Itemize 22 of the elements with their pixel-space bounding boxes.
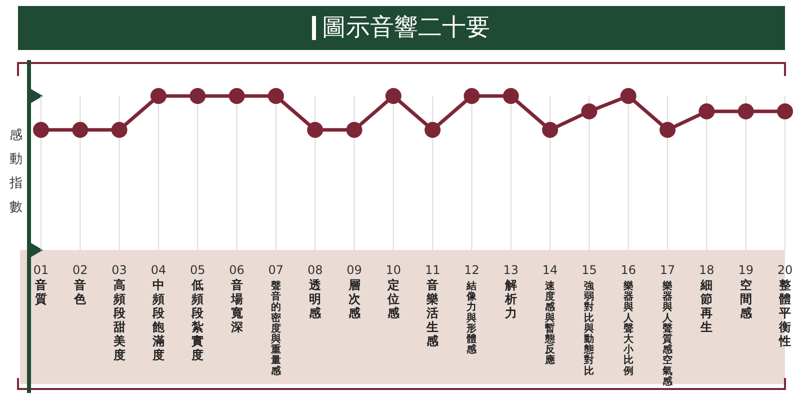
category-label: 17 樂器與人聲質感空氣感 [660, 263, 676, 388]
x-tick-label: 12 結像力與形體感 [464, 263, 480, 356]
y-axis-title: 感動指數 [8, 127, 24, 217]
x-tick-label: 08 透明感 [307, 263, 323, 320]
x-tick-label: 19 空間感 [738, 263, 754, 320]
category-label: 16 樂器與人聲大小比例 [620, 263, 636, 377]
x-tick-label: 18 細節再生 [699, 263, 714, 334]
x-tick-label: 11 音樂活生感 [424, 263, 440, 348]
x-tick-label: 06 音場寬深 [229, 263, 244, 334]
x-tick-label: 05 低頻段紮實度 [190, 263, 206, 362]
x-tick-label: 10 定位感 [386, 263, 402, 320]
category-label: 07 聲音的密度與重量感 [268, 263, 284, 377]
x-tick-label: 04 中頻段飽滿度 [150, 263, 166, 362]
x-tick-label: 13 解析力 [503, 263, 519, 320]
x-tick-label: 03 高頻段甜美度 [112, 263, 127, 362]
x-tick-label: 02 音色 [72, 263, 88, 306]
chart-title: 圖示音響二十要 [322, 12, 490, 42]
x-tick-label: 20 整體平衡性 [777, 263, 793, 348]
x-tick-label: 09 層次感 [346, 263, 362, 320]
category-label: 15 強弱對比與動態對比 [582, 263, 597, 377]
x-tick-label: 01 音質 [33, 263, 49, 306]
category-label: 14 速度感與暫態反應 [542, 263, 558, 366]
